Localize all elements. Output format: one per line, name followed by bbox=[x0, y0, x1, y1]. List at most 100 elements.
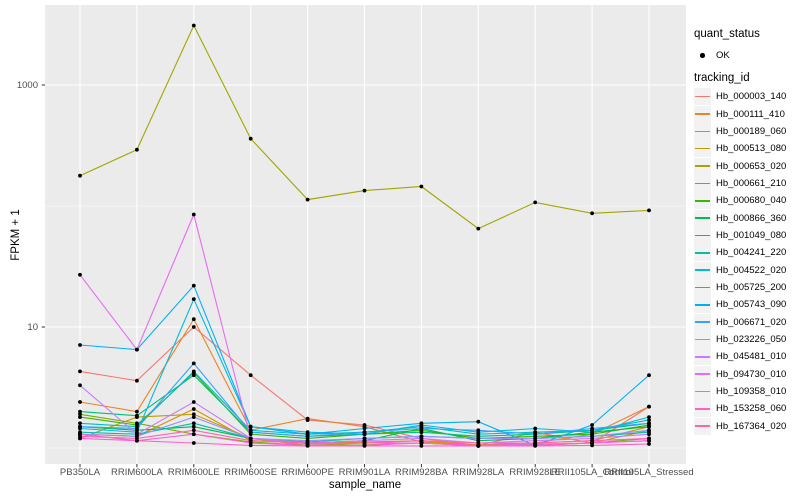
legend-color-line-icon bbox=[695, 390, 710, 393]
legend-entry-Hb_045481_010: Hb_045481_010 bbox=[694, 348, 800, 366]
x-tick-label: PB350LA bbox=[59, 467, 101, 478]
legend-key bbox=[694, 105, 711, 123]
legend-key bbox=[694, 244, 711, 262]
data-point bbox=[78, 400, 82, 404]
data-point bbox=[191, 212, 196, 217]
legend-title-quant-status: quant_status bbox=[694, 28, 760, 40]
legend-entry-Hb_005725_200: Hb_005725_200 bbox=[694, 278, 800, 296]
y-tick-marks bbox=[41, 84, 45, 328]
legend-entry-label: Hb_004522_020 bbox=[716, 264, 787, 276]
y-tick-label: 10 bbox=[27, 321, 38, 333]
data-point bbox=[476, 444, 481, 448]
legend-key bbox=[694, 140, 711, 158]
data-point bbox=[419, 426, 424, 431]
x-tick-label: RRIM928LA bbox=[452, 467, 505, 478]
data-point bbox=[248, 438, 253, 443]
data-point bbox=[191, 407, 196, 411]
data-point bbox=[305, 444, 310, 448]
gridlines-minor bbox=[45, 205, 686, 449]
data-point bbox=[476, 419, 481, 424]
legend-color-line-icon bbox=[695, 165, 710, 167]
data-point bbox=[419, 430, 424, 435]
data-point bbox=[362, 441, 367, 445]
data-point bbox=[533, 441, 538, 445]
data-point bbox=[78, 412, 82, 417]
data-point bbox=[533, 426, 538, 431]
data-point bbox=[191, 428, 196, 433]
legend-key bbox=[694, 157, 711, 175]
legend-entry-Hb_023226_050: Hb_023226_050 bbox=[694, 330, 800, 348]
data-point bbox=[590, 423, 594, 427]
data-point bbox=[647, 436, 651, 441]
panel-background bbox=[45, 5, 686, 464]
legend-key bbox=[694, 383, 711, 401]
legend-entry-label: Hb_000003_140 bbox=[716, 91, 787, 103]
legend-entry-Hb_001049_080: Hb_001049_080 bbox=[694, 226, 800, 244]
legend-entry-Hb_000513_080: Hb_000513_080 bbox=[694, 140, 800, 158]
data-point bbox=[248, 136, 253, 141]
legend-entry-label: Hb_006671_020 bbox=[716, 316, 787, 328]
data-point bbox=[476, 436, 481, 441]
data-point bbox=[135, 409, 139, 414]
legend-color-line-icon bbox=[695, 147, 710, 150]
data-point bbox=[647, 415, 651, 419]
data-point bbox=[78, 409, 82, 414]
data-point bbox=[533, 432, 538, 437]
legend-entry-Hb_004241_220: Hb_004241_220 bbox=[694, 244, 800, 262]
data-point bbox=[647, 418, 651, 422]
data-point bbox=[248, 430, 253, 435]
data-point bbox=[419, 444, 424, 448]
data-point bbox=[305, 434, 310, 439]
legend-color-line-icon bbox=[695, 199, 710, 202]
data-point bbox=[191, 369, 196, 374]
data-point bbox=[135, 436, 139, 441]
legend-entry-Hb_000189_060: Hb_000189_060 bbox=[694, 122, 800, 140]
data-point bbox=[78, 424, 82, 429]
legend-key bbox=[694, 348, 711, 366]
legend-color-line-icon bbox=[695, 425, 710, 427]
data-point bbox=[476, 441, 481, 445]
data-point bbox=[476, 428, 481, 433]
legend-entry-label: Hb_167364_020 bbox=[716, 420, 787, 432]
data-point bbox=[191, 297, 196, 301]
x-tick-label: RRIM600LA bbox=[111, 467, 163, 478]
data-point bbox=[78, 173, 82, 178]
data-point bbox=[647, 404, 651, 409]
legend-title-tracking-id: tracking_id bbox=[694, 72, 750, 84]
data-point bbox=[78, 369, 82, 374]
legend-key bbox=[694, 261, 711, 279]
legend-entry-label: Hb_023226_050 bbox=[716, 333, 787, 345]
legend-color-line-icon bbox=[695, 373, 710, 375]
legend-entry-Hb_004522_020: Hb_004522_020 bbox=[694, 261, 800, 279]
legend-color-line-icon bbox=[695, 130, 710, 133]
legend-entry-Hb_094730_010: Hb_094730_010 bbox=[694, 365, 800, 383]
legend-entry-Hb_000111_410: Hb_000111_410 bbox=[694, 105, 800, 123]
data-point bbox=[647, 421, 651, 426]
legend-entry-label: Hb_005725_200 bbox=[716, 281, 787, 293]
legend-entry-label: Hb_000513_080 bbox=[716, 143, 787, 155]
data-point bbox=[590, 430, 594, 435]
legend-entry-label: Hb_153258_060 bbox=[716, 403, 787, 415]
legend-item-ok-label: OK bbox=[716, 49, 730, 61]
data-point bbox=[78, 415, 82, 419]
legend-color-line-icon bbox=[695, 182, 710, 185]
data-point bbox=[419, 184, 424, 189]
data-point bbox=[590, 443, 594, 448]
data-point bbox=[647, 428, 651, 433]
y-tick-label: 1000 bbox=[16, 79, 38, 91]
data-point bbox=[590, 211, 594, 216]
legend-color-line-icon bbox=[695, 217, 710, 219]
legend-entry-Hb_005743_090: Hb_005743_090 bbox=[694, 296, 800, 314]
legend-color-line-icon bbox=[695, 303, 710, 306]
legend-entry-Hb_006671_020: Hb_006671_020 bbox=[694, 313, 800, 331]
legend-color-line-icon bbox=[695, 286, 710, 289]
legend-color-line-icon bbox=[695, 113, 710, 115]
legend-entry-Hb_153258_060: Hb_153258_060 bbox=[694, 400, 800, 418]
legend-key bbox=[694, 174, 711, 192]
data-point bbox=[135, 432, 139, 437]
legend: quant_status OK tracking_id Hb_000003_14… bbox=[694, 28, 800, 435]
legend-key bbox=[694, 209, 711, 227]
legend-color-line-icon bbox=[695, 269, 710, 271]
